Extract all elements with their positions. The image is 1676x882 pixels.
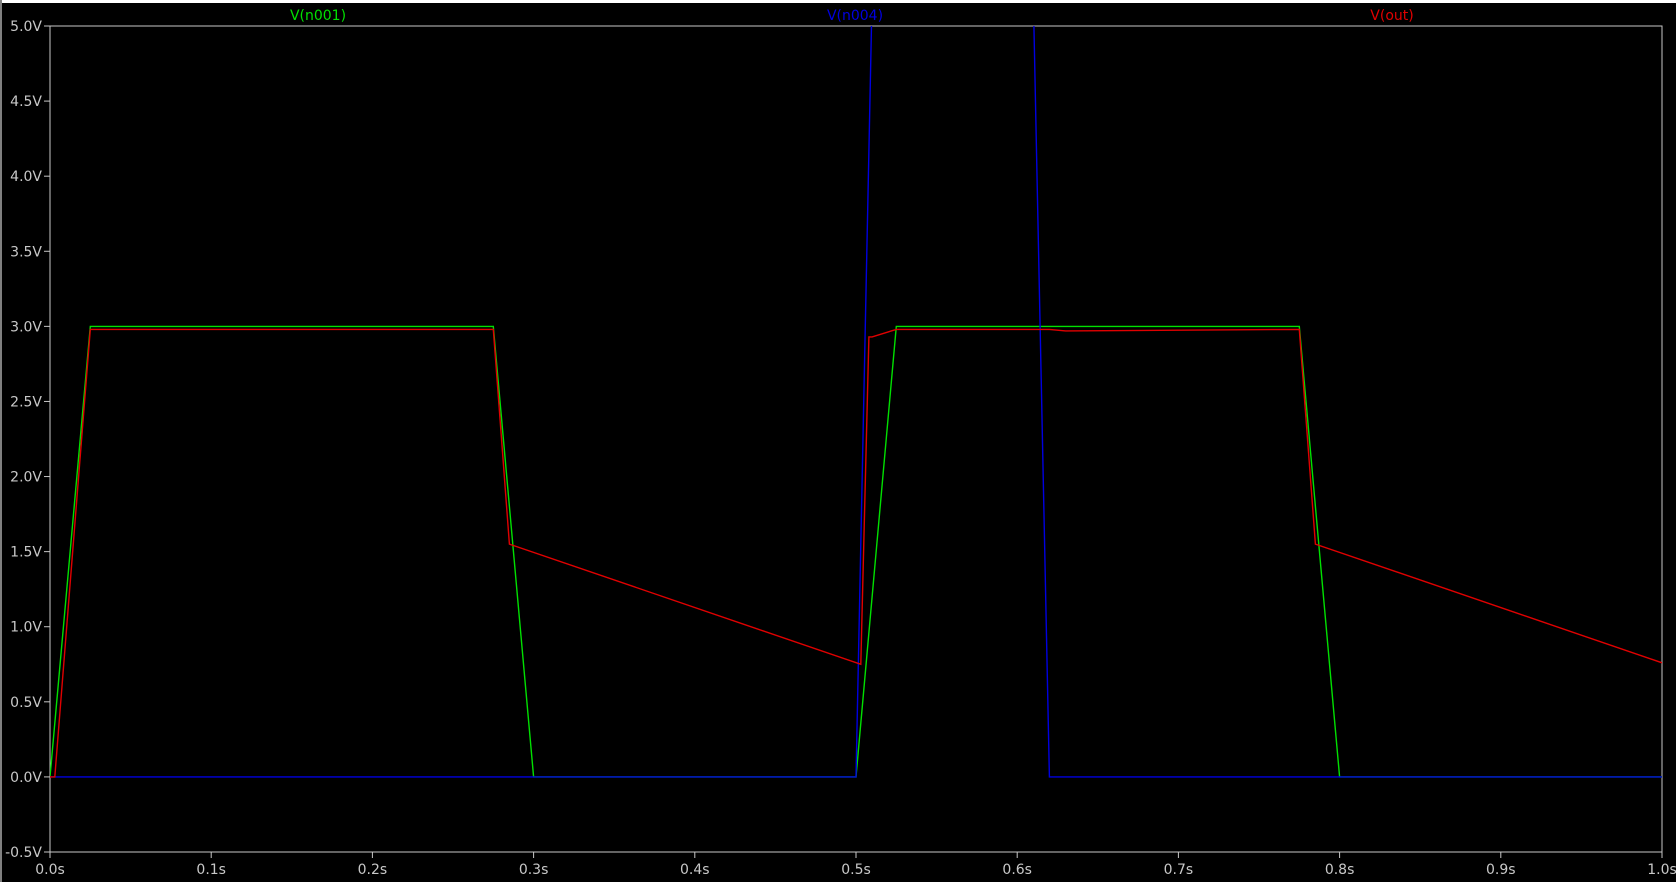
y-tick-label: 2.5V bbox=[10, 394, 42, 410]
x-tick-label: 0.3s bbox=[519, 862, 549, 878]
plot-frame bbox=[49, 25, 1663, 853]
plot-axes: 5.0V 4.5V 4.0V 3.5V 3.0V 2.5V 2.0V 1.5V 1.0V 0.5V… bbox=[5, 19, 1676, 878]
x-tick-label: 0.7s bbox=[1164, 862, 1194, 878]
y-tick-label: -0.5V bbox=[5, 845, 42, 861]
x-tick-label: 0.6s bbox=[1002, 862, 1032, 878]
x-tick-label: 0.5s bbox=[841, 862, 871, 878]
y-tick-label: 0.0V bbox=[10, 770, 42, 786]
x-tick-label: 0.8s bbox=[1325, 862, 1355, 878]
trace-vout bbox=[50, 328, 1662, 778]
x-tick-label: 0.0s bbox=[35, 862, 65, 878]
legend: V(n001) V(n004) V(out) bbox=[290, 8, 1414, 24]
x-tick-label: 0.2s bbox=[358, 862, 388, 878]
window-top-edge bbox=[0, 0, 1676, 3]
x-tick-label: 0.4s bbox=[680, 862, 710, 878]
legend-entry: V(n004) bbox=[827, 8, 883, 24]
legend-entry: V(out) bbox=[1370, 8, 1413, 24]
trace-vn004 bbox=[50, 26, 1662, 778]
y-tick-label: 2.0V bbox=[10, 470, 42, 486]
x-tick-label: 0.9s bbox=[1486, 862, 1516, 878]
y-tick-label: 5.0V bbox=[10, 19, 42, 35]
y-tick-label: 3.5V bbox=[10, 244, 42, 260]
window-left-edge bbox=[0, 0, 2, 882]
y-tick-label: 0.5V bbox=[10, 695, 42, 711]
y-tick-label: 4.0V bbox=[10, 169, 42, 185]
y-tick-label: 3.0V bbox=[10, 319, 42, 335]
y-tick-label: 1.0V bbox=[10, 620, 42, 636]
trace-vn001 bbox=[50, 325, 1662, 778]
x-tick-label: 1.0s bbox=[1647, 862, 1676, 878]
legend-entry: V(n001) bbox=[290, 8, 346, 24]
y-tick-label: 1.5V bbox=[10, 545, 42, 561]
y-tick-label: 4.5V bbox=[10, 94, 42, 110]
x-tick-label: 0.1s bbox=[196, 862, 226, 878]
traces bbox=[50, 26, 1662, 778]
